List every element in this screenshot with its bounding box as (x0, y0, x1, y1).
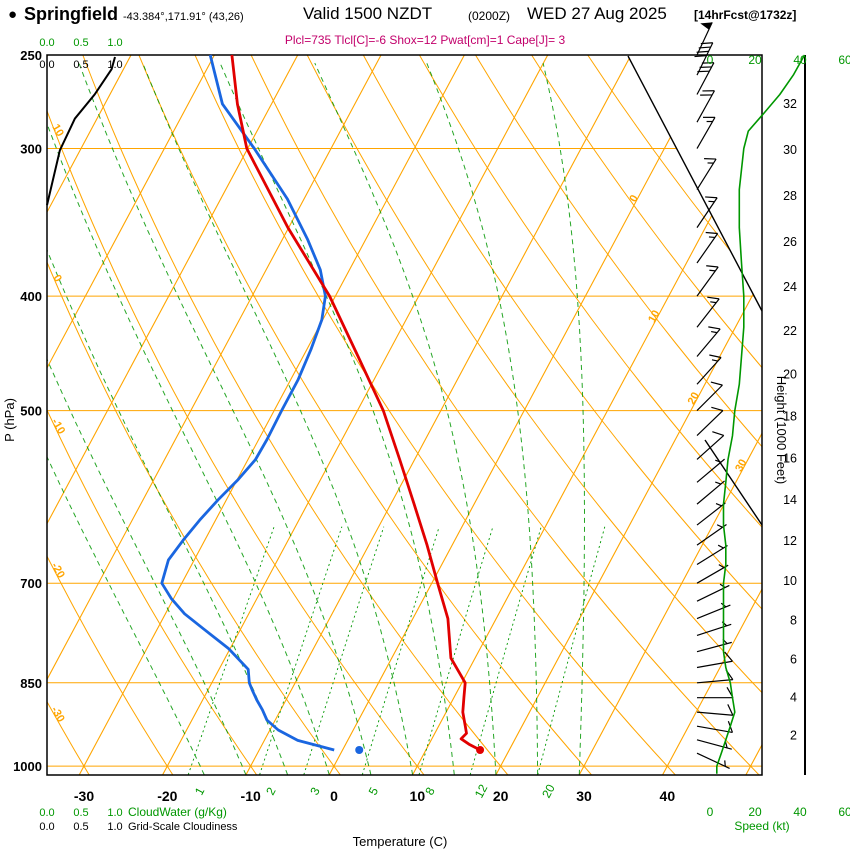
station-coords: -43.384°,171.91° (43,26) (123, 11, 244, 23)
svg-text:60: 60 (838, 53, 850, 67)
grid-moist-adiabats (47, 62, 585, 775)
forecast-tag: [14hrFcst@1732z] (694, 8, 797, 22)
svg-text:16: 16 (783, 452, 797, 466)
svg-text:-30: -30 (74, 788, 94, 804)
svg-text:8: 8 (790, 614, 797, 628)
svg-text:0: 0 (707, 53, 714, 67)
svg-text:12: 12 (783, 534, 797, 548)
svg-text:10: 10 (783, 574, 797, 588)
svg-text:10: 10 (646, 308, 662, 324)
svg-text:2: 2 (790, 729, 797, 743)
svg-text:40: 40 (660, 788, 676, 804)
svg-text:30: 30 (783, 143, 797, 157)
svg-text:20: 20 (748, 53, 762, 67)
svg-text:0.5: 0.5 (73, 37, 88, 49)
svg-text:0.0: 0.0 (39, 807, 54, 819)
svg-text:0: 0 (330, 788, 338, 804)
svg-text:10: 10 (410, 788, 426, 804)
svg-text:28: 28 (783, 189, 797, 203)
station-bullet-icon: ● (8, 6, 18, 23)
svg-text:0: 0 (627, 193, 640, 204)
svg-text:30: 30 (733, 457, 749, 473)
svg-text:2: 2 (263, 785, 279, 798)
svg-text:12: 12 (472, 782, 491, 801)
temperature-curve (230, 54, 481, 752)
svg-text:1.0: 1.0 (107, 821, 122, 833)
svg-text:1.0: 1.0 (107, 59, 122, 71)
svg-text:1.0: 1.0 (107, 37, 122, 49)
svg-text:40: 40 (793, 53, 807, 67)
svg-text:P (hPa): P (hPa) (2, 398, 17, 442)
svg-text:1000: 1000 (13, 759, 42, 774)
svg-text:500: 500 (20, 404, 42, 419)
svg-text:3: 3 (307, 785, 323, 798)
svg-text:850: 850 (20, 676, 42, 691)
plot-frame (46, 54, 806, 776)
svg-text:0.5: 0.5 (73, 807, 88, 819)
stability-indices: Plcl=735 Tlcl[C]=-6 Shox=12 Pwat[cm]=1 C… (284, 33, 566, 47)
svg-text:6: 6 (790, 652, 797, 666)
station-name: Springfield (24, 4, 118, 24)
surface-dewpoint-marker (355, 746, 364, 755)
svg-text:-20: -20 (157, 788, 177, 804)
svg-text:0.5: 0.5 (73, 821, 88, 833)
svg-text:0.0: 0.0 (39, 821, 54, 833)
svg-text:26: 26 (783, 235, 797, 249)
surface-temp-marker (476, 746, 485, 755)
svg-text:-10: -10 (241, 788, 261, 804)
valid-date: WED 27 Aug 2025 (527, 4, 667, 23)
svg-text:400: 400 (20, 289, 42, 304)
svg-text:22: 22 (783, 324, 797, 338)
svg-text:0.0: 0.0 (39, 37, 54, 49)
svg-text:10: 10 (49, 122, 66, 139)
svg-text:CloudWater (g/Kg): CloudWater (g/Kg) (128, 805, 227, 819)
svg-text:4: 4 (790, 691, 797, 705)
grid-mixing-ratio (187, 526, 606, 775)
grid (47, 55, 762, 775)
svg-text:0: 0 (50, 273, 63, 284)
svg-text:18: 18 (783, 410, 797, 424)
speed-curve (715, 54, 806, 774)
svg-text:20: 20 (783, 367, 797, 381)
svg-text:300: 300 (20, 142, 42, 157)
svg-text:20: 20 (539, 782, 558, 801)
svg-text:40: 40 (793, 805, 807, 819)
svg-text:14: 14 (783, 493, 797, 507)
svg-text:0: 0 (707, 805, 714, 819)
svg-text:5: 5 (366, 785, 382, 798)
svg-text:20: 20 (493, 788, 509, 804)
grid-dry-adiabats (47, 55, 762, 775)
svg-text:30: 30 (576, 788, 592, 804)
svg-text:1.0: 1.0 (107, 807, 122, 819)
svg-text:24: 24 (783, 280, 797, 294)
svg-text:Temperature (C): Temperature (C) (353, 834, 448, 849)
svg-text:Speed (kt): Speed (kt) (734, 819, 789, 833)
svg-text:20: 20 (686, 390, 702, 406)
svg-text:250: 250 (20, 48, 42, 63)
svg-text:20: 20 (748, 805, 762, 819)
valid-time: Valid 1500 NZDT (303, 4, 433, 23)
svg-text:1: 1 (192, 785, 208, 798)
svg-text:0.5: 0.5 (73, 59, 88, 71)
svg-text:32: 32 (783, 97, 797, 111)
svg-text:Height (1000 Feet): Height (1000 Feet) (774, 376, 789, 484)
svg-text:700: 700 (20, 576, 42, 591)
valid-utc: (0200Z) (468, 9, 511, 23)
svg-text:-30: -30 (48, 705, 66, 725)
dewpoint-curve (160, 54, 335, 752)
svg-text:Grid-Scale Cloudiness: Grid-Scale Cloudiness (128, 821, 238, 833)
svg-text:0.0: 0.0 (39, 59, 54, 71)
svg-text:60: 60 (838, 805, 850, 819)
cloudiness-curve (46, 56, 116, 206)
